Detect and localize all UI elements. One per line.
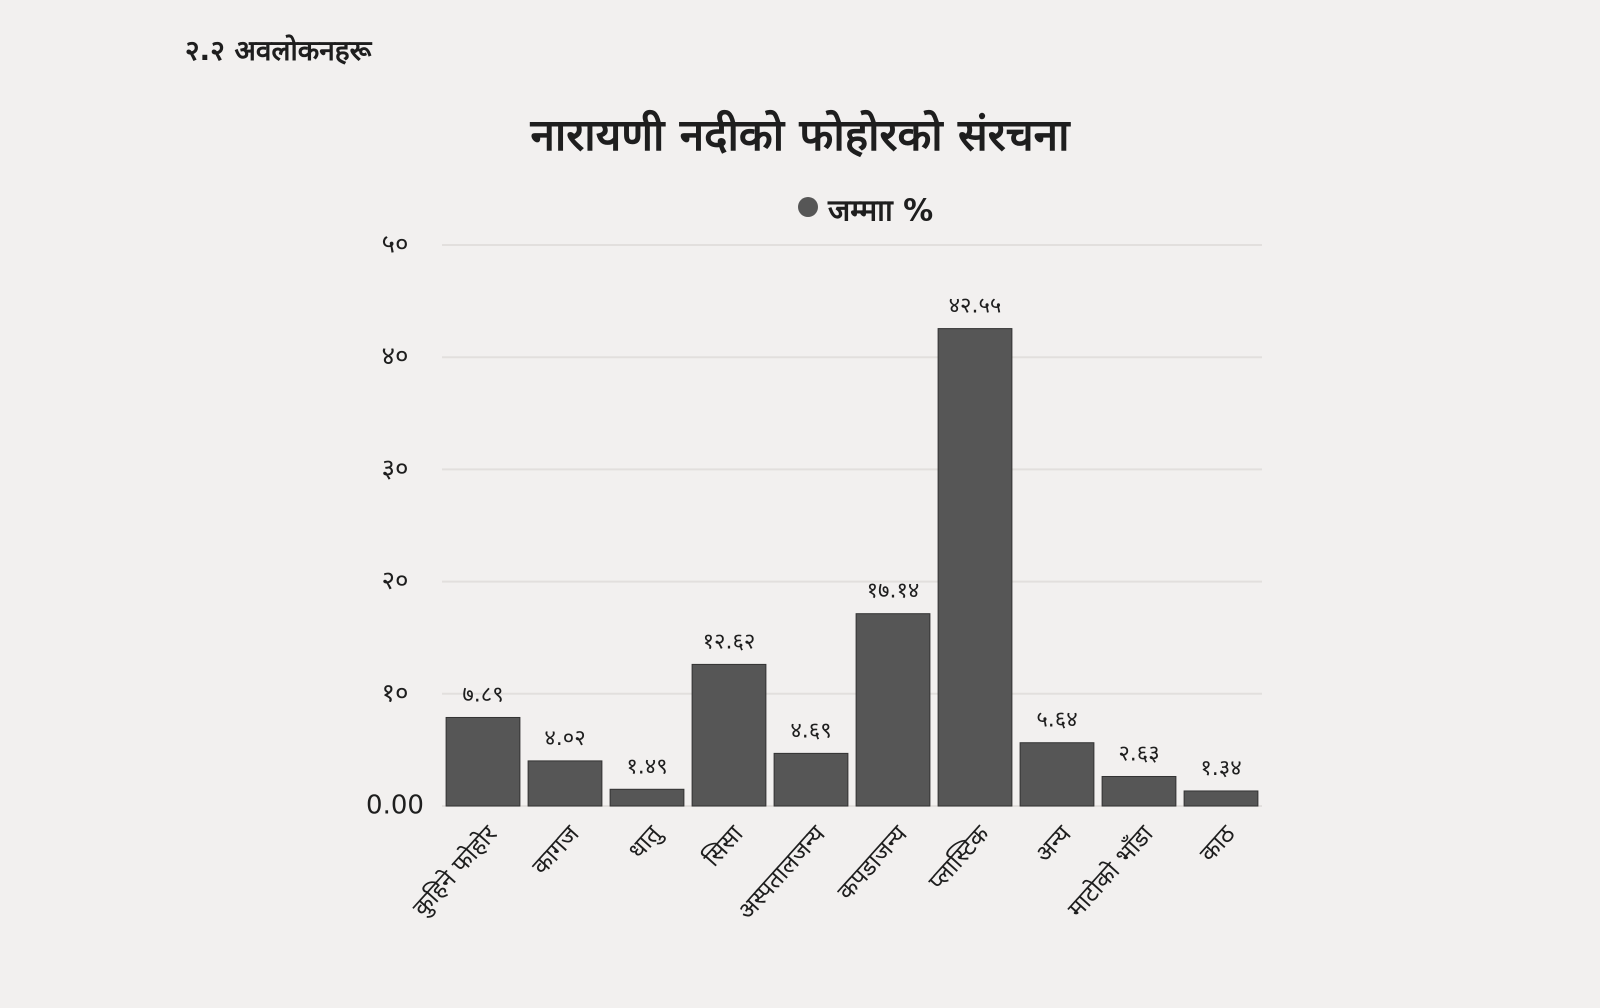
bar <box>609 788 685 807</box>
legend-marker <box>798 197 818 217</box>
value-label: २.६३ <box>1118 741 1159 766</box>
legend-label: जम्माा % <box>827 194 933 229</box>
value-label: ५.६४ <box>1036 708 1077 733</box>
bar <box>1101 775 1177 807</box>
bar <box>773 752 849 807</box>
bar <box>445 716 521 807</box>
value-label: ४.०२ <box>544 726 585 751</box>
section-heading: २.२ अवलोकनहरू <box>185 34 373 67</box>
bar <box>691 663 767 807</box>
y-tick-label: ५० <box>381 230 408 260</box>
y-tick-label: २० <box>381 566 408 596</box>
y-tick-label: ४० <box>381 342 408 372</box>
bar <box>527 760 603 807</box>
bar <box>1019 742 1095 807</box>
bar <box>937 328 1013 807</box>
chart-title: नारायणी नदीको फोहोरको संरचना <box>529 109 1071 161</box>
value-label: ४.६९ <box>790 718 831 743</box>
y-tick-label: १० <box>381 678 408 708</box>
value-label: १२.६२ <box>703 629 756 654</box>
bar <box>1183 790 1259 807</box>
value-label: ४२.५५ <box>949 294 1002 319</box>
value-label: १.४९ <box>626 754 667 779</box>
value-label: ७.८९ <box>462 682 503 707</box>
y-tick-label: 0.00 <box>366 791 424 821</box>
y-tick-label: ३० <box>381 454 408 484</box>
value-label: १७.१४ <box>867 579 920 604</box>
bar <box>855 613 931 807</box>
value-label: १.३४ <box>1200 756 1241 781</box>
